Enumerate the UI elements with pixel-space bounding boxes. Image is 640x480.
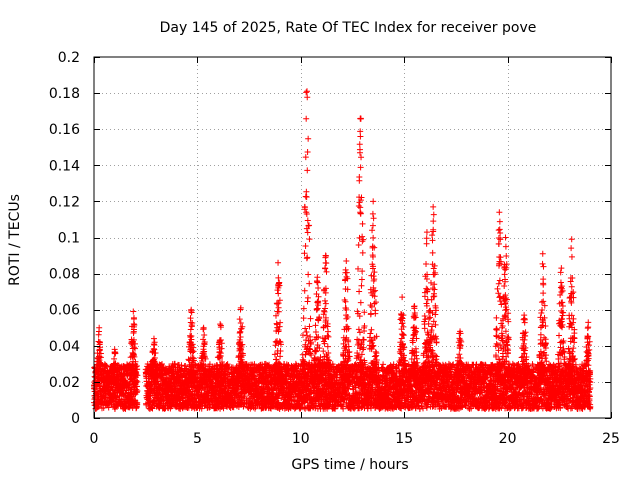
data-point (105, 404, 112, 411)
data-point (357, 133, 364, 140)
data-point (189, 349, 196, 356)
data-point (304, 229, 311, 236)
data-point (237, 319, 244, 326)
data-point (131, 344, 138, 351)
data-point (323, 268, 330, 275)
data-point (358, 282, 365, 289)
data-point (122, 390, 129, 397)
data-point (367, 330, 374, 337)
data-point (356, 329, 363, 336)
data-point (134, 387, 141, 394)
data-point (322, 265, 329, 272)
chart-title: Day 145 of 2025, Rate Of TEC Index for r… (160, 20, 537, 36)
data-point (177, 366, 184, 373)
data-point (324, 343, 331, 350)
data-point (190, 348, 197, 355)
data-point (134, 372, 141, 379)
data-point (358, 351, 365, 358)
data-point (358, 276, 365, 283)
data-point (133, 377, 140, 384)
data-point (357, 299, 364, 306)
data-point (272, 312, 279, 319)
data-point (303, 193, 310, 200)
data-point (355, 326, 362, 333)
data-point (359, 249, 366, 256)
data-point (275, 274, 282, 281)
data-point (359, 220, 366, 227)
data-point (313, 348, 320, 355)
data-point (154, 378, 161, 385)
data-point (356, 177, 363, 184)
data-point (304, 294, 311, 301)
data-point (182, 363, 189, 370)
data-point (303, 329, 310, 336)
data-point (189, 341, 196, 348)
data-point (355, 242, 362, 249)
data-point (356, 288, 363, 295)
data-point (161, 405, 168, 412)
data-point (202, 355, 209, 362)
data-point (102, 362, 109, 369)
data-point (134, 378, 141, 385)
data-point (372, 299, 379, 306)
data-point (322, 300, 329, 307)
data-point (306, 280, 313, 287)
data-point (304, 254, 311, 261)
data-point (94, 404, 101, 411)
data-point (312, 322, 319, 329)
data-point (302, 242, 309, 249)
data-point (306, 236, 313, 243)
data-point (380, 361, 387, 368)
data-point (368, 326, 375, 333)
data-point (176, 396, 183, 403)
data-point (321, 297, 328, 304)
data-point (299, 332, 306, 339)
data-point (300, 305, 307, 312)
data-point (355, 203, 362, 210)
data-point (369, 227, 376, 234)
data-point (307, 315, 314, 322)
data-point (181, 399, 188, 406)
data-point (305, 271, 312, 278)
data-point (372, 307, 379, 314)
data-point (134, 366, 141, 373)
data-point (305, 135, 312, 142)
data-point (304, 332, 311, 339)
data-point (301, 287, 308, 294)
data-point (132, 345, 139, 352)
data-point (236, 316, 243, 323)
data-points (91, 88, 594, 412)
data-point (198, 405, 205, 412)
data-point (190, 357, 197, 364)
data-point (356, 141, 363, 148)
data-point (325, 328, 332, 335)
data-point (371, 269, 378, 276)
data-point (358, 154, 365, 161)
data-point (302, 154, 309, 161)
data-point (370, 234, 377, 241)
data-point (134, 399, 141, 406)
data-point (300, 315, 307, 322)
